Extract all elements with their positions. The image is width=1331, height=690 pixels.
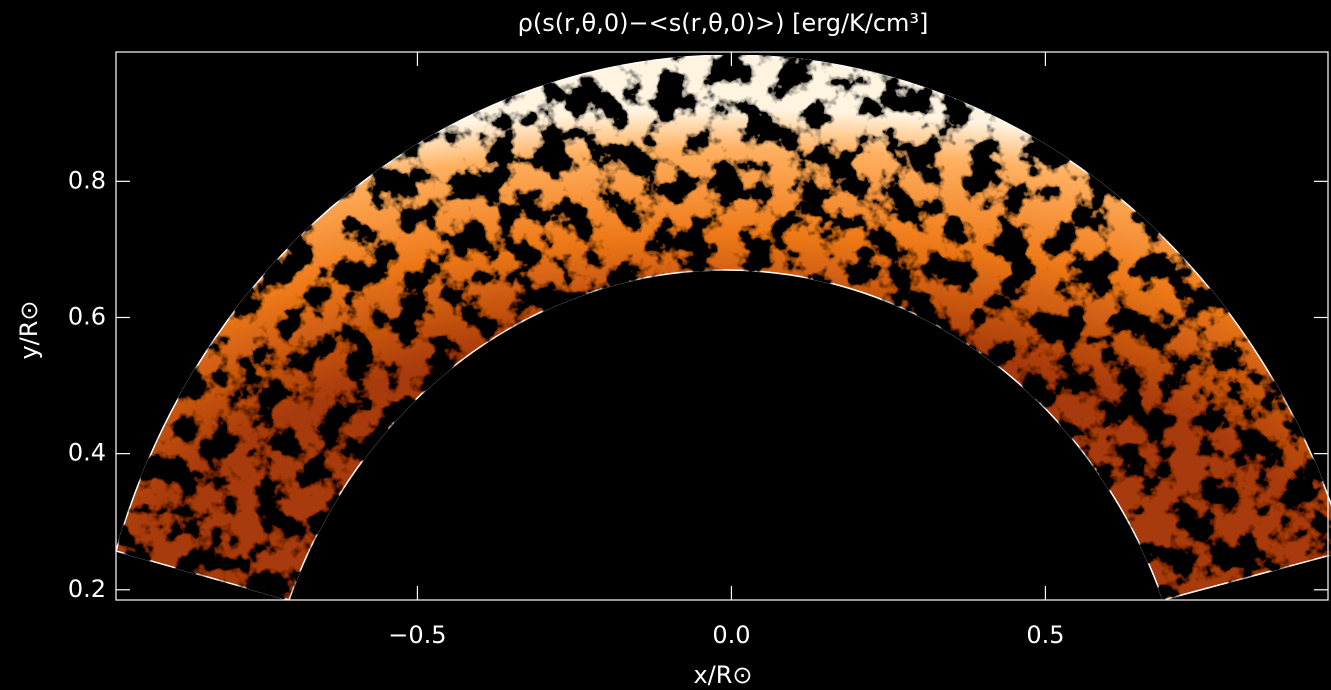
y-tick-label: 0.8: [68, 166, 106, 194]
convection-zone-field: [115, 54, 1331, 601]
y-tick-label: 0.2: [68, 575, 106, 603]
plot-frame: [115, 51, 1329, 601]
chart-title: ρ(s(r,θ,0)−<s(r,θ,0)>) [erg/K/cm³]: [518, 9, 929, 37]
y-tick-label: 0.6: [68, 302, 106, 330]
y-tick-label: 0.4: [68, 439, 106, 467]
x-tick-label: −0.5: [388, 621, 446, 649]
x-tick-label: 0.5: [1026, 621, 1064, 649]
y-axis-label: y/R⊙: [15, 300, 43, 359]
x-axis-label: x/R⊙: [693, 661, 752, 689]
x-tick-label: 0.0: [712, 621, 750, 649]
